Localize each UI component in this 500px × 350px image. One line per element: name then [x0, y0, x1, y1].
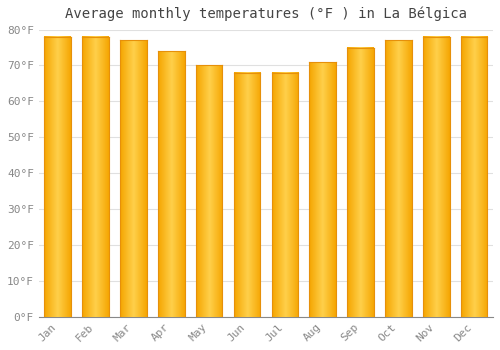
Title: Average monthly temperatures (°F ) in La Bélgica: Average monthly temperatures (°F ) in La…: [65, 7, 467, 21]
